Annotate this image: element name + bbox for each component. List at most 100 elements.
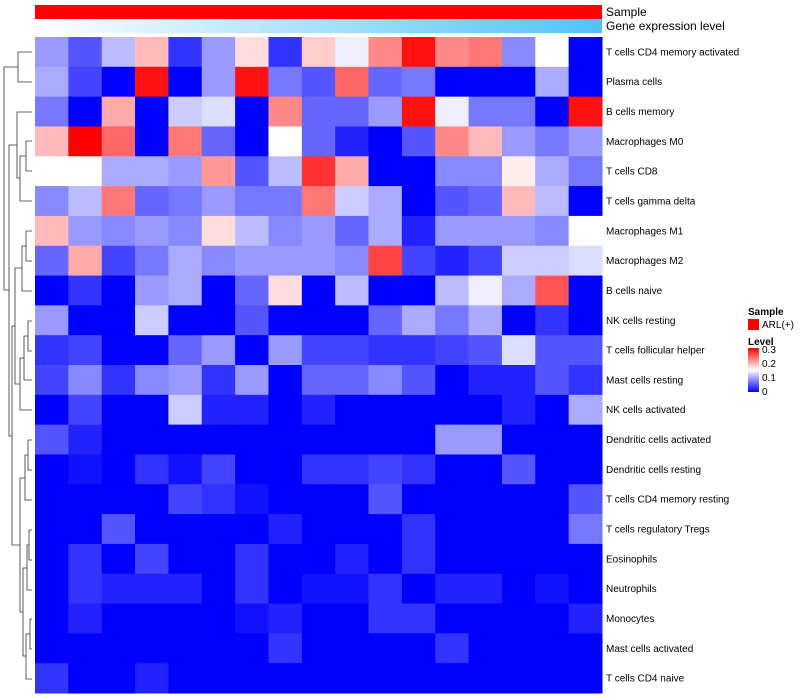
heatmap-cell [201,514,236,545]
heatmap-cell [535,663,570,694]
heatmap-cell [135,663,169,694]
heatmap-cell [201,663,236,694]
row-label: T cells CD4 naive [606,674,685,685]
heatmap-cell [535,633,570,664]
heatmap-cell [35,96,69,127]
heatmap-cell [535,335,570,366]
heatmap-cell [35,484,69,515]
heatmap-cell [101,335,136,366]
row-label: B cells naive [606,286,663,297]
expression-track-label: Gene expression level [606,19,725,33]
heatmap-cell [501,126,536,157]
heatmap-cell [301,305,336,336]
heatmap-cell [235,573,269,605]
heatmap-cell [35,66,69,98]
heatmap-cell [535,365,570,396]
heatmap-cell [335,484,370,515]
heatmap-cell [201,275,236,306]
heatmap-cell [568,573,603,605]
heatmap-cell [568,275,603,306]
heatmap-cell [68,573,103,605]
heatmap-cell [301,394,336,426]
heatmap-cell [435,633,470,664]
heatmap-cell [535,514,570,545]
heatmap-cell [235,424,269,455]
heatmap-cell [568,424,603,455]
heatmap-cell [368,424,403,455]
heatmap-cell [401,186,436,217]
heatmap-cell [135,394,169,426]
heatmap-cell [535,245,570,277]
heatmap-cell [268,305,303,336]
heatmap-cell [68,335,103,366]
heatmap-cell [35,186,69,217]
heatmap-cell [135,573,169,605]
heatmap-cell [468,514,503,545]
heatmap-cell [168,663,203,694]
heatmap-cell [568,543,603,575]
heatmap-cell [435,484,470,515]
heatmap-cell [235,66,269,98]
heatmap-cell [35,215,69,247]
heatmap-cell [101,365,136,396]
heatmap-cell [168,633,203,664]
heatmap-cell [68,633,103,664]
heatmap-cell [101,215,136,247]
heatmap-cell [501,514,536,545]
heatmap-cell [68,454,103,485]
row-label: T cells gamma delta [606,197,696,208]
heatmap-cell [301,633,336,664]
heatmap-cell [168,543,203,575]
heatmap-cell [468,305,503,336]
heatmap-cell [468,275,503,306]
heatmap-cell [468,126,503,157]
heatmap-cell [235,96,269,127]
heatmap-cell [201,454,236,485]
row-label: B cells memory [606,107,674,118]
heatmap-cell [535,424,570,455]
heatmap-cell [268,365,303,396]
heatmap-cell [168,245,203,277]
heatmap-cell [301,365,336,396]
heatmap-cell [301,454,336,485]
heatmap-cell [368,573,403,605]
heatmap-cell [101,305,136,336]
legend-sample-entry: ARL(+) [762,320,794,331]
heatmap-cell [35,365,69,396]
heatmap-cell [168,454,203,485]
heatmap-cell [368,335,403,366]
legend-level-tick: 0 [762,387,768,398]
heatmap-cell [268,66,303,98]
row-label: Macrophages M2 [606,256,684,267]
heatmap-cell [501,573,536,605]
sample-track-label: Sample [606,5,647,19]
heatmap-cell [168,603,203,634]
heatmap-cell [568,394,603,426]
heatmap-cell [235,633,269,664]
heatmap-cell [301,663,336,694]
heatmap-cell [101,275,136,306]
heatmap-cell [301,66,336,98]
heatmap-cell [401,603,436,634]
heatmap-cell [335,156,370,187]
heatmap-cell [35,335,69,366]
heatmap-cell [401,275,436,306]
heatmap-cell [468,96,503,127]
heatmap-cell [68,424,103,455]
heatmap-cell [401,66,436,98]
row-label: Monocytes [606,614,654,625]
heatmap-cell [335,305,370,336]
heatmap-cell [68,484,103,515]
heatmap-cell [501,543,536,575]
heatmap-cell [135,543,169,575]
heatmap-cell [501,603,536,634]
heatmap-cell [201,424,236,455]
heatmap-cell [235,663,269,694]
heatmap-cell [201,633,236,664]
heatmap-cell [401,96,436,127]
heatmap-cell [368,96,403,127]
row-label: T cells follicular helper [606,346,705,357]
heatmap-cell [401,215,436,247]
heatmap-cell [401,663,436,694]
